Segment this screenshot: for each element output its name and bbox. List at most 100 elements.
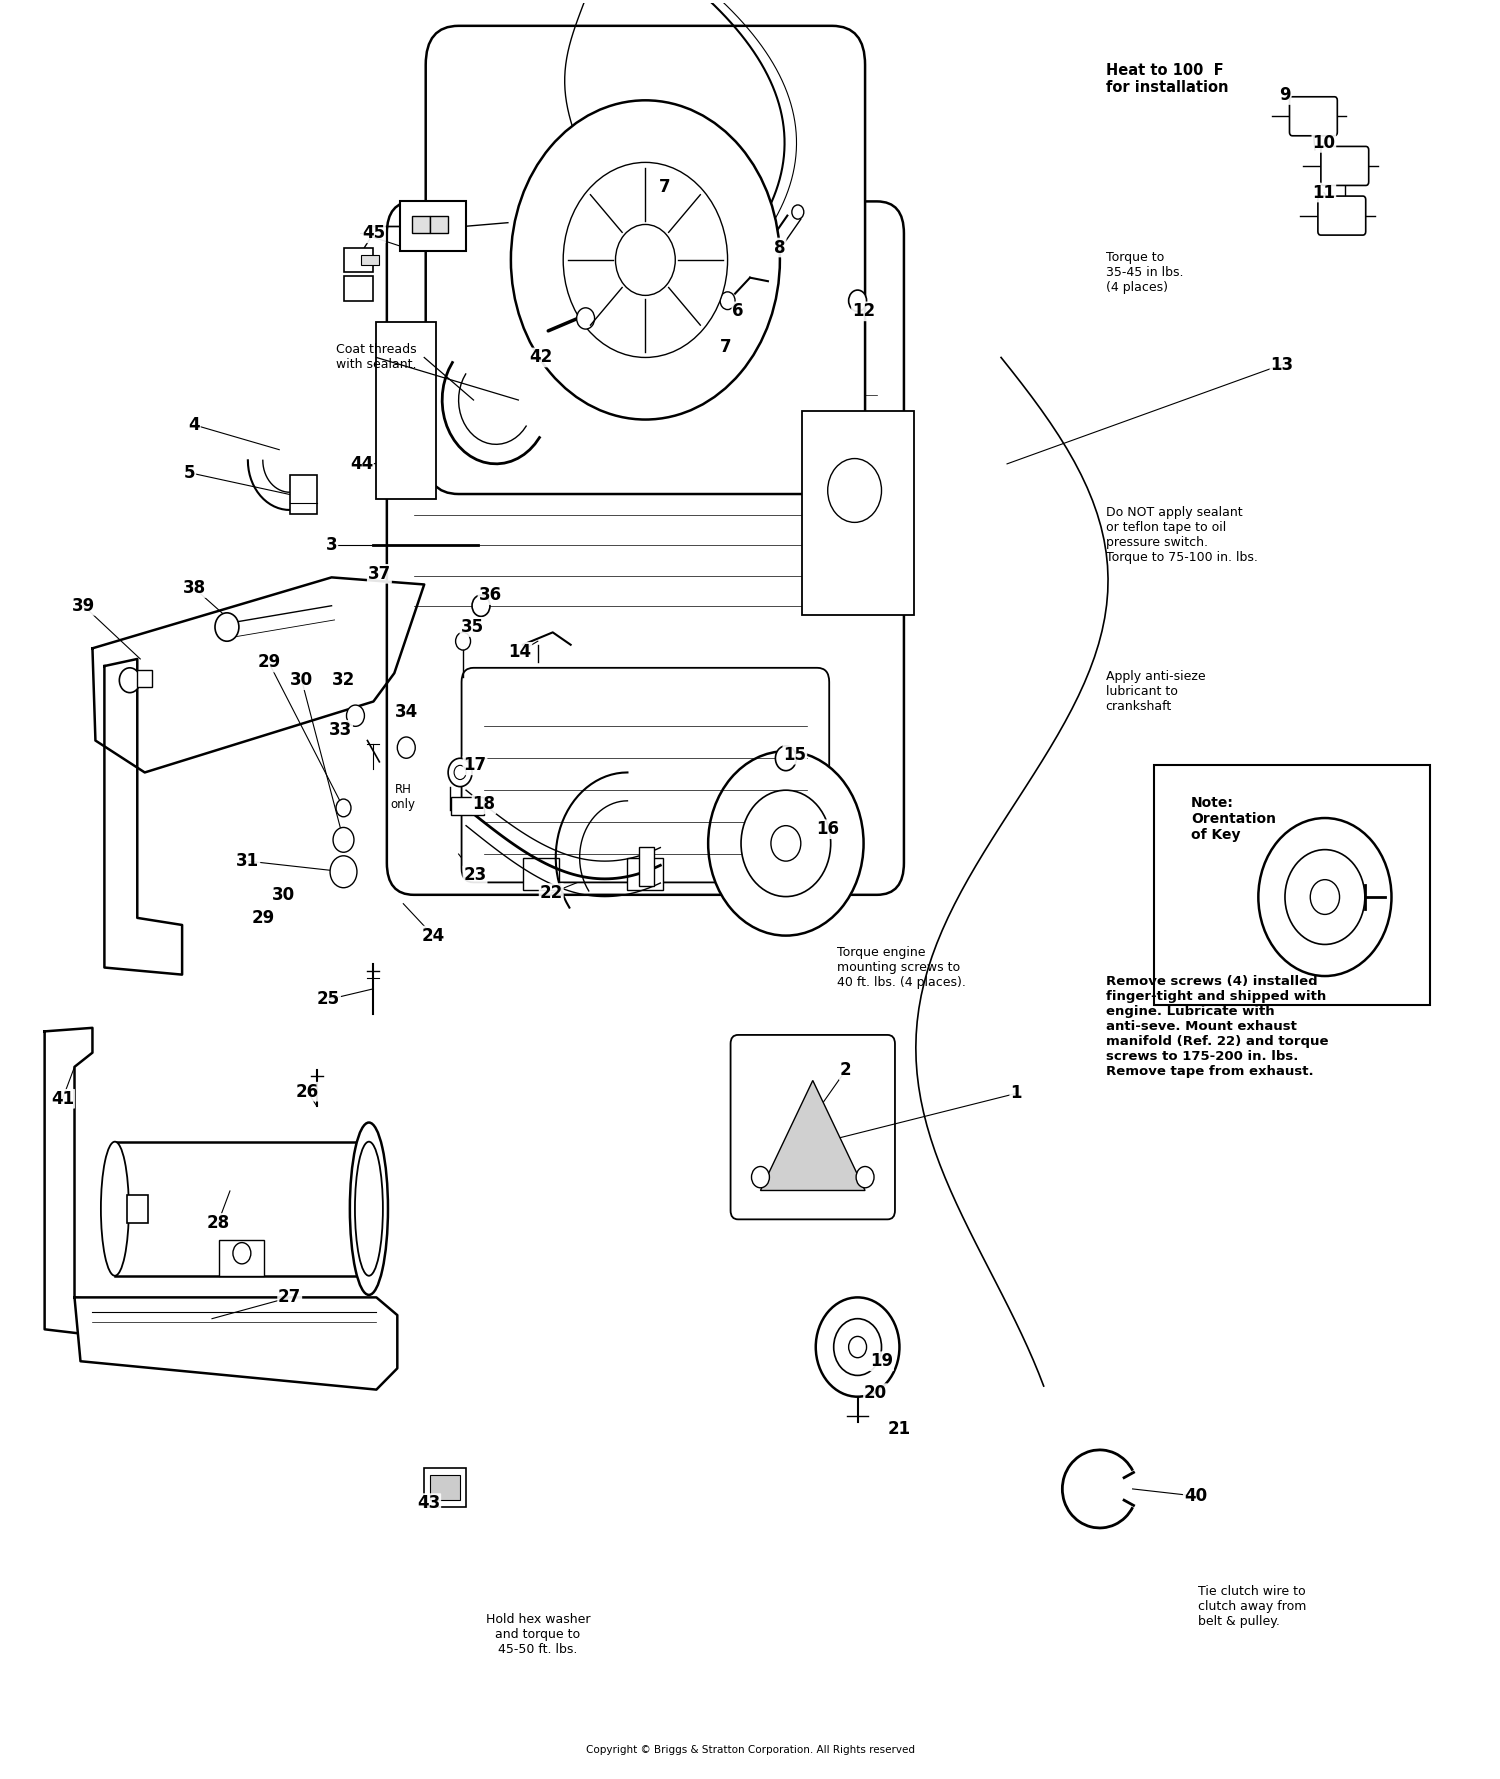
Text: 15: 15 xyxy=(783,745,807,763)
Circle shape xyxy=(834,1318,882,1375)
Text: 27: 27 xyxy=(278,1288,302,1306)
Circle shape xyxy=(828,459,882,523)
Text: 7: 7 xyxy=(658,178,670,196)
Text: 20: 20 xyxy=(864,1384,886,1402)
FancyBboxPatch shape xyxy=(1322,146,1368,185)
Text: Apply anti-sieze
lubricant to
crankshaft: Apply anti-sieze lubricant to crankshaft xyxy=(1106,669,1206,713)
Text: 4: 4 xyxy=(189,416,200,434)
Bar xyxy=(344,276,374,301)
Circle shape xyxy=(472,596,490,616)
Text: 44: 44 xyxy=(350,455,374,473)
Circle shape xyxy=(776,745,796,770)
Text: 39: 39 xyxy=(72,596,94,616)
Bar xyxy=(430,1475,460,1500)
Text: 32: 32 xyxy=(332,671,356,688)
Text: 35: 35 xyxy=(460,617,483,637)
Bar xyxy=(424,1468,466,1507)
Text: 19: 19 xyxy=(870,1352,892,1370)
Bar xyxy=(524,857,558,890)
Text: Tie clutch wire to
clutch away from
belt & pulley.: Tie clutch wire to clutch away from belt… xyxy=(1198,1585,1306,1628)
Polygon shape xyxy=(105,658,182,975)
Ellipse shape xyxy=(356,1142,382,1276)
Circle shape xyxy=(708,751,864,936)
Text: 11: 11 xyxy=(1312,183,1335,201)
FancyBboxPatch shape xyxy=(462,667,830,882)
Bar xyxy=(732,857,768,890)
Circle shape xyxy=(849,1336,867,1357)
Text: 30: 30 xyxy=(290,671,314,688)
Bar xyxy=(219,1240,264,1276)
Circle shape xyxy=(856,1167,874,1188)
Circle shape xyxy=(615,224,675,295)
Bar xyxy=(290,475,316,514)
Circle shape xyxy=(1258,818,1392,977)
Circle shape xyxy=(562,162,728,358)
Circle shape xyxy=(849,290,867,311)
Text: 12: 12 xyxy=(852,302,874,320)
Circle shape xyxy=(336,799,351,817)
FancyBboxPatch shape xyxy=(1318,196,1365,235)
Text: Heat to 100  F
for installation: Heat to 100 F for installation xyxy=(1106,62,1228,96)
Text: 13: 13 xyxy=(1270,356,1293,374)
Circle shape xyxy=(346,704,364,726)
Bar xyxy=(138,669,152,687)
Circle shape xyxy=(232,1242,250,1263)
FancyBboxPatch shape xyxy=(426,27,866,495)
Bar xyxy=(452,797,484,815)
Text: 29: 29 xyxy=(251,909,274,927)
Text: 31: 31 xyxy=(237,852,260,870)
Text: 10: 10 xyxy=(1312,133,1335,151)
Circle shape xyxy=(512,100,780,420)
Circle shape xyxy=(214,612,238,640)
Bar xyxy=(413,215,430,233)
Text: 30: 30 xyxy=(272,886,296,904)
Text: 17: 17 xyxy=(464,756,486,774)
Text: 29: 29 xyxy=(256,653,280,671)
Text: Hold hex washer
and torque to
45-50 ft. lbs.: Hold hex washer and torque to 45-50 ft. … xyxy=(486,1614,590,1656)
Circle shape xyxy=(720,292,735,310)
Text: Do NOT apply sealant
or teflon tape to oil
pressure switch.
Torque to 75-100 in.: Do NOT apply sealant or teflon tape to o… xyxy=(1106,507,1257,564)
Text: 1: 1 xyxy=(1011,1085,1022,1103)
Text: 23: 23 xyxy=(464,866,486,884)
Text: 2: 2 xyxy=(840,1062,852,1080)
Text: Torque to
35-45 in lbs.
(4 places): Torque to 35-45 in lbs. (4 places) xyxy=(1106,251,1184,294)
FancyBboxPatch shape xyxy=(1290,96,1338,135)
Text: 14: 14 xyxy=(509,642,531,660)
Text: 8: 8 xyxy=(774,238,786,256)
Circle shape xyxy=(576,308,594,329)
Text: 41: 41 xyxy=(51,1091,74,1108)
Text: 5: 5 xyxy=(184,464,195,482)
Bar xyxy=(627,857,663,890)
Text: 38: 38 xyxy=(183,578,206,598)
Circle shape xyxy=(792,205,804,219)
Circle shape xyxy=(771,825,801,861)
Circle shape xyxy=(741,790,831,897)
Text: 6: 6 xyxy=(732,302,744,320)
Text: Remove screws (4) installed
finger-tight and shipped with
engine. Lubricate with: Remove screws (4) installed finger-tight… xyxy=(1106,975,1328,1078)
Text: Copyright © Briggs & Stratton Corporation. All Rights reserved: Copyright © Briggs & Stratton Corporatio… xyxy=(585,1745,915,1754)
Ellipse shape xyxy=(350,1123,388,1295)
Polygon shape xyxy=(93,578,424,772)
Text: 3: 3 xyxy=(326,537,338,555)
Text: 24: 24 xyxy=(422,927,446,945)
Bar xyxy=(362,254,380,265)
Text: 33: 33 xyxy=(328,720,352,738)
Bar xyxy=(344,247,374,272)
Text: 7: 7 xyxy=(720,338,732,356)
Text: 45: 45 xyxy=(362,224,386,242)
Text: 18: 18 xyxy=(472,795,495,813)
Text: 22: 22 xyxy=(540,884,562,902)
Text: 40: 40 xyxy=(1184,1487,1208,1505)
Bar xyxy=(639,847,654,886)
Circle shape xyxy=(456,632,471,649)
Bar xyxy=(1154,765,1430,1005)
Text: 42: 42 xyxy=(530,349,552,366)
Text: Torque engine
mounting screws to
40 ft. lbs. (4 places).: Torque engine mounting screws to 40 ft. … xyxy=(837,946,966,989)
Ellipse shape xyxy=(100,1142,129,1276)
Text: Note:
Orentation
of Key: Note: Orentation of Key xyxy=(1191,795,1276,841)
Circle shape xyxy=(120,667,141,692)
Polygon shape xyxy=(45,1028,105,1336)
Text: 36: 36 xyxy=(478,585,501,605)
Circle shape xyxy=(816,1297,900,1397)
Text: 43: 43 xyxy=(417,1494,441,1512)
